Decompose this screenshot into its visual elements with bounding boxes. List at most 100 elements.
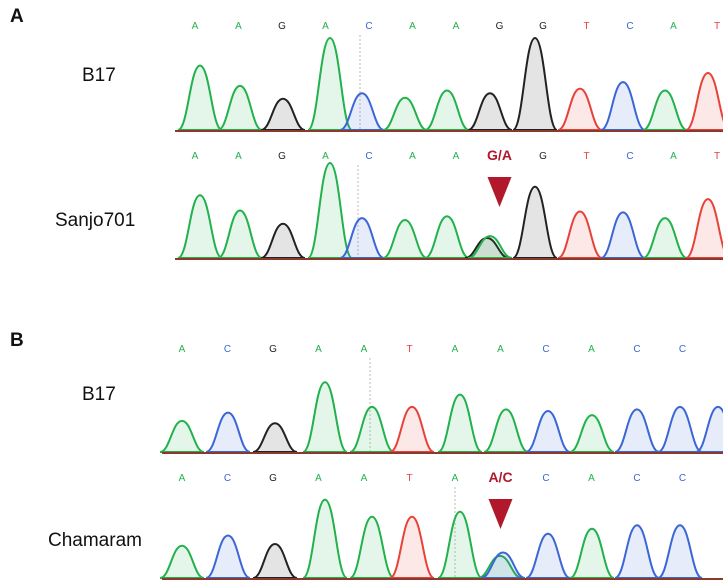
panel-letter-a: A [10, 6, 24, 27]
base-call-g: G [539, 151, 547, 162]
base-call-g: G [539, 21, 547, 32]
sample-label-b-reference: B17 [82, 384, 116, 405]
peak-a [424, 215, 470, 259]
peak-g [512, 36, 558, 131]
peak-a [437, 510, 483, 579]
base-call-c: C [626, 151, 633, 162]
peak-a [437, 393, 483, 453]
base-call-g: G [269, 344, 277, 355]
peak-a [424, 89, 470, 131]
peak-g [252, 422, 298, 453]
base-call-g: G [269, 473, 277, 484]
peak-a [159, 419, 205, 453]
peak-a [159, 544, 205, 579]
peak-c [480, 551, 526, 579]
peak-t [389, 515, 435, 579]
red-down-triangle-icon [487, 177, 512, 207]
base-call-c: C [679, 473, 686, 484]
peak-a [217, 84, 263, 131]
peak-c [600, 211, 646, 259]
variant-base-call: G/A [487, 147, 512, 163]
base-call-a: A [235, 21, 242, 32]
base-call-g: G [278, 151, 286, 162]
base-call-a: A [315, 473, 322, 484]
track-b-reference: ACGAATAACACCC [159, 344, 723, 454]
peak-g [512, 185, 558, 259]
base-call-a: A [670, 151, 677, 162]
peak-a [642, 89, 688, 131]
peak-c [339, 92, 385, 131]
peak-c [339, 217, 385, 259]
base-call-c: C [542, 344, 549, 355]
peak-a [349, 515, 395, 579]
base-call-t: T [583, 151, 589, 162]
peak-a [177, 194, 223, 259]
base-call-a: A [192, 21, 199, 32]
base-call-c: C [633, 344, 640, 355]
base-call-c: C [365, 21, 372, 32]
peak-a [302, 498, 348, 579]
peak-g [252, 542, 298, 579]
sample-label-a-reference: B17 [82, 65, 116, 86]
peak-a [349, 405, 395, 453]
peak-a [569, 527, 615, 579]
peak-a [382, 96, 428, 131]
base-call-a: A [409, 21, 416, 32]
base-call-a: A [452, 473, 459, 484]
base-call-a: A [179, 344, 186, 355]
base-call-t: T [583, 21, 589, 32]
base-call-c: C [224, 344, 231, 355]
base-call-c: C [542, 473, 549, 484]
peak-a [217, 209, 263, 259]
peak-a [307, 36, 353, 131]
peak-a [467, 235, 513, 259]
panel-letter-b: B [10, 330, 24, 351]
base-call-t: T [714, 21, 720, 32]
peak-t [389, 405, 435, 453]
base-call-a: A [322, 21, 329, 32]
base-call-t: T [406, 473, 412, 484]
peak-a [569, 414, 615, 453]
base-call-a: A [322, 151, 329, 162]
base-call-g: G [496, 21, 504, 32]
base-call-g: G [278, 21, 286, 32]
peak-a [642, 217, 688, 259]
base-call-a: A [235, 151, 242, 162]
peak-a [483, 408, 529, 453]
red-down-triangle-icon [488, 499, 513, 529]
peak-g [260, 222, 306, 259]
base-call-c: C [365, 151, 372, 162]
base-call-a: A [192, 151, 199, 162]
base-call-c: C [224, 473, 231, 484]
track-a-mutant: A A G A C A A G/A G T C A T [175, 147, 723, 260]
base-call-a: A [452, 344, 459, 355]
peak-c [205, 411, 251, 453]
base-call-a: A [588, 344, 595, 355]
peak-a [302, 381, 348, 453]
peak-t [557, 210, 603, 259]
peak-t [685, 198, 723, 259]
base-call-a: A [588, 473, 595, 484]
peak-g [467, 92, 513, 131]
peak-t [685, 71, 723, 131]
base-call-a: A [453, 151, 460, 162]
base-call-c: C [633, 473, 640, 484]
peak-g [260, 97, 306, 131]
base-call-c: C [679, 344, 686, 355]
peak-c [205, 534, 251, 579]
variant-base-call: A/C [488, 469, 512, 485]
base-call-t: T [406, 344, 412, 355]
base-call-a: A [453, 21, 460, 32]
peak-a [177, 64, 223, 131]
peak-c [614, 408, 660, 453]
base-call-a: A [409, 151, 416, 162]
sample-label-b-mutant: Chamaram [48, 530, 142, 551]
peak-c [657, 524, 703, 579]
peak-c [657, 405, 703, 453]
base-call-t: T [714, 151, 720, 162]
peak-a [382, 218, 428, 259]
base-call-a: A [361, 473, 368, 484]
